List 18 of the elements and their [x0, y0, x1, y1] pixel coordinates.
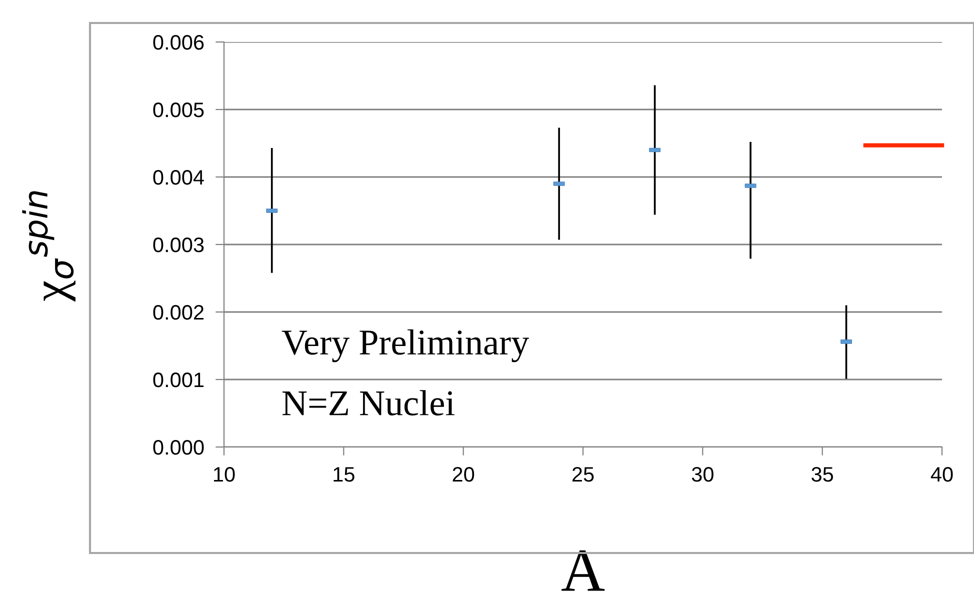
x-axis-title: A — [562, 550, 605, 591]
y-tick-label: 0.001 — [153, 372, 204, 388]
x-tick-label: 40 — [930, 466, 953, 482]
x-tick-label: 15 — [334, 467, 354, 482]
y-tick-label: 0.006 — [153, 35, 204, 50]
x-tick-label: 10 — [214, 466, 235, 482]
y-tick-label: 0.005 — [153, 102, 204, 118]
annotation: N=Z Nuclei — [282, 390, 455, 416]
y-tick-label: 0.002 — [153, 305, 204, 320]
annotation: Very Preliminary — [282, 329, 529, 362]
x-tick-label: 25 — [572, 466, 594, 482]
y-tick-label: 0.004 — [153, 170, 204, 185]
x-tick-label: 35 — [812, 466, 834, 482]
x-tick-label: 20 — [452, 466, 474, 482]
y-axis-title: χ$_{σ}$$^{spin}$ — [22, 191, 76, 302]
y-tick-label: 0.003 — [153, 238, 204, 252]
y-tick-label: 0.000 — [153, 440, 204, 455]
x-tick-label: 30 — [692, 466, 714, 482]
